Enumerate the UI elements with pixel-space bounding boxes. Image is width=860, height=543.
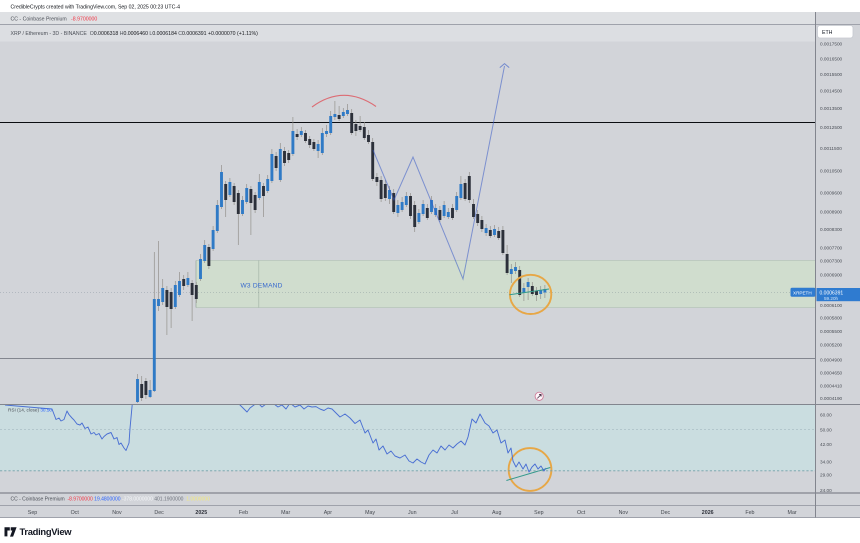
svg-text:Dec: Dec xyxy=(661,510,671,516)
svg-text:0.0004650: 0.0004650 xyxy=(820,370,843,375)
svg-text:RSI (14, close) 30.50: RSI (14, close) 30.50 xyxy=(8,408,52,413)
svg-text:0.0006900: 0.0006900 xyxy=(820,273,843,278)
svg-text:TradingView: TradingView xyxy=(20,526,73,537)
svg-text:0.0015500: 0.0015500 xyxy=(820,72,843,77)
svg-text:0.0016500: 0.0016500 xyxy=(820,56,843,61)
svg-text:Apr: Apr xyxy=(324,510,332,516)
svg-text:0.0005800: 0.0005800 xyxy=(820,316,843,321)
svg-text:Nov: Nov xyxy=(112,510,122,516)
svg-text:Sep: Sep xyxy=(28,510,37,516)
svg-text:0.0007700: 0.0007700 xyxy=(820,245,843,250)
svg-text:0.0011500: 0.0011500 xyxy=(820,146,842,151)
svg-text:Jun: Jun xyxy=(408,510,417,516)
svg-text:0.0013500: 0.0013500 xyxy=(820,106,843,111)
svg-text:Jul: Jul xyxy=(451,510,458,516)
svg-text:Mar: Mar xyxy=(788,510,797,516)
svg-text:0.0004900: 0.0004900 xyxy=(820,357,843,362)
svg-text:Feb: Feb xyxy=(239,510,248,516)
svg-text:59.20h: 59.20h xyxy=(824,296,838,301)
svg-text:W3 DEMAND: W3 DEMAND xyxy=(241,283,283,290)
svg-text:0.0006100: 0.0006100 xyxy=(820,303,843,308)
svg-text:0.0005500: 0.0005500 xyxy=(820,329,843,334)
svg-text:Mar: Mar xyxy=(281,510,290,516)
svg-text:2025: 2025 xyxy=(195,510,207,516)
svg-text:50.00: 50.00 xyxy=(820,428,832,433)
svg-text:Oct: Oct xyxy=(577,510,586,516)
svg-text:ETH: ETH xyxy=(822,30,833,36)
svg-text:Nov: Nov xyxy=(619,510,629,516)
svg-text:CC - Coinbase Premium -8.970: CC - Coinbase Premium -8.9700000 xyxy=(11,16,98,22)
svg-text:42.00: 42.00 xyxy=(820,442,832,447)
svg-text:Dec: Dec xyxy=(154,510,164,516)
svg-text:0.0004190: 0.0004190 xyxy=(820,396,843,401)
svg-text:0.0010500: 0.0010500 xyxy=(820,169,843,174)
svg-text:CredibleCrypts created with Tr: CredibleCrypts created with TradingView.… xyxy=(11,4,181,10)
svg-text:0.0012500: 0.0012500 xyxy=(820,125,843,130)
svg-text:Sep: Sep xyxy=(534,510,543,516)
svg-text:24.00: 24.00 xyxy=(820,488,832,493)
svg-text:Oct: Oct xyxy=(71,510,80,516)
svg-text:2026: 2026 xyxy=(702,510,714,516)
svg-text:May: May xyxy=(365,510,375,516)
svg-text:XRPETH: XRPETH xyxy=(793,290,812,295)
svg-text:29.00: 29.00 xyxy=(820,473,832,478)
svg-text:0.0007300: 0.0007300 xyxy=(820,259,843,264)
svg-text:Aug: Aug xyxy=(492,510,501,516)
svg-text:0.0006391: 0.0006391 xyxy=(820,290,844,296)
svg-text:0.0008900: 0.0008900 xyxy=(820,210,843,215)
svg-text:0.0009600: 0.0009600 xyxy=(820,191,843,196)
svg-text:0.0004410: 0.0004410 xyxy=(820,384,843,389)
svg-text:34.00: 34.00 xyxy=(820,459,832,464)
svg-text:0.0017500: 0.0017500 xyxy=(820,42,843,47)
svg-text:0.0014500: 0.0014500 xyxy=(820,88,843,93)
svg-text:Feb: Feb xyxy=(745,510,754,516)
svg-text:CC - Coinbase Premium -8.9700: CC - Coinbase Premium -8.9700000 19.4800… xyxy=(11,497,211,503)
svg-text:0.0008300: 0.0008300 xyxy=(820,227,843,232)
svg-text:XRP / Ethereum - 3D - BINANCE: XRP / Ethereum - 3D - BINANCE O0.0006318… xyxy=(11,31,259,37)
svg-text:0.0005200: 0.0005200 xyxy=(820,343,843,348)
svg-text:60.00: 60.00 xyxy=(820,413,832,418)
